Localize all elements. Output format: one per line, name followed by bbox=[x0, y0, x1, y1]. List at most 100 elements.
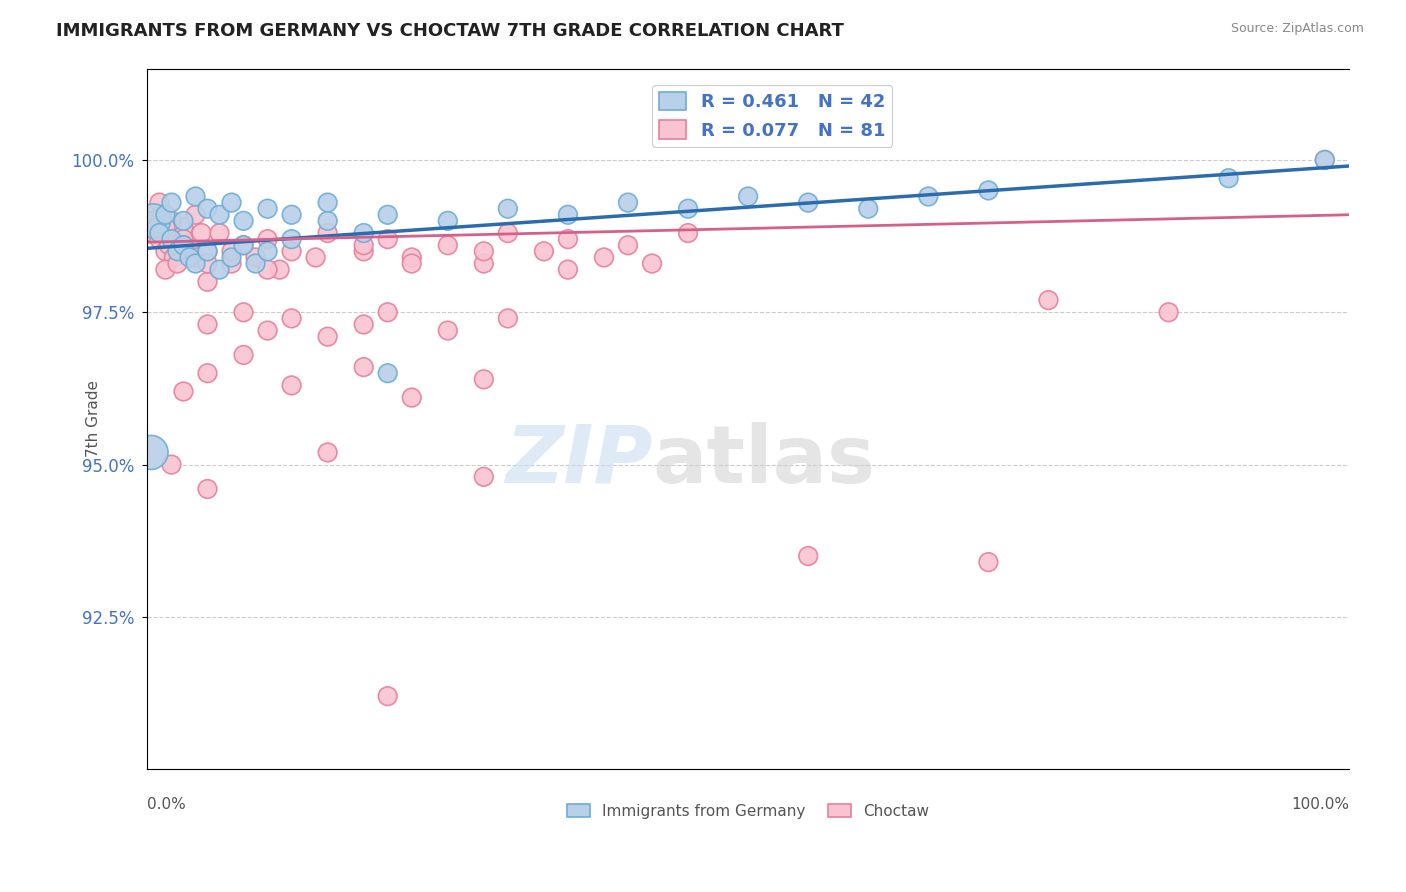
Point bbox=[245, 251, 267, 265]
Point bbox=[401, 251, 423, 265]
Point bbox=[150, 208, 173, 222]
Point bbox=[617, 195, 640, 210]
Point bbox=[316, 195, 339, 210]
Text: IMMIGRANTS FROM GERMANY VS CHOCTAW 7TH GRADE CORRELATION CHART: IMMIGRANTS FROM GERMANY VS CHOCTAW 7TH G… bbox=[56, 22, 844, 40]
Point bbox=[160, 195, 183, 210]
Point bbox=[256, 244, 278, 259]
Point bbox=[280, 208, 302, 222]
Point bbox=[617, 238, 640, 252]
Point bbox=[353, 318, 375, 332]
Point bbox=[172, 384, 194, 399]
Point bbox=[184, 256, 207, 270]
Point bbox=[316, 329, 339, 343]
Point bbox=[533, 244, 555, 259]
Point bbox=[208, 262, 231, 277]
Point bbox=[1218, 171, 1240, 186]
Point bbox=[280, 244, 302, 259]
Point bbox=[155, 262, 177, 277]
Point bbox=[160, 458, 183, 472]
Point bbox=[1313, 153, 1336, 167]
Point bbox=[160, 214, 183, 228]
Point bbox=[232, 238, 254, 252]
Point bbox=[190, 226, 212, 240]
Text: Source: ZipAtlas.com: Source: ZipAtlas.com bbox=[1230, 22, 1364, 36]
Point bbox=[170, 244, 193, 259]
Point bbox=[163, 251, 186, 265]
Point bbox=[401, 391, 423, 405]
Point bbox=[221, 251, 243, 265]
Point bbox=[377, 305, 399, 319]
Point bbox=[737, 189, 759, 203]
Text: atlas: atlas bbox=[652, 422, 875, 500]
Point bbox=[472, 470, 495, 484]
Point bbox=[377, 689, 399, 703]
Point bbox=[221, 244, 243, 259]
Point bbox=[139, 214, 162, 228]
Point bbox=[557, 262, 579, 277]
Point bbox=[472, 244, 495, 259]
Point bbox=[208, 226, 231, 240]
Point bbox=[280, 232, 302, 246]
Point bbox=[148, 226, 170, 240]
Point bbox=[179, 251, 201, 265]
Point bbox=[304, 251, 326, 265]
Point bbox=[197, 244, 219, 259]
Point bbox=[353, 238, 375, 252]
Point bbox=[377, 232, 399, 246]
Point bbox=[280, 378, 302, 392]
Point bbox=[197, 202, 219, 216]
Point bbox=[496, 202, 519, 216]
Point bbox=[269, 262, 291, 277]
Point bbox=[353, 226, 375, 240]
Point bbox=[172, 238, 194, 252]
Point bbox=[197, 244, 219, 259]
Point bbox=[142, 226, 165, 240]
Point bbox=[197, 366, 219, 380]
Point bbox=[232, 348, 254, 362]
Point bbox=[557, 232, 579, 246]
Point bbox=[256, 232, 278, 246]
Point bbox=[166, 244, 188, 259]
Point bbox=[977, 183, 1000, 197]
Point bbox=[1313, 153, 1336, 167]
Text: 7th Grade: 7th Grade bbox=[86, 380, 101, 458]
Point bbox=[472, 256, 495, 270]
Point bbox=[472, 372, 495, 386]
Point bbox=[280, 311, 302, 326]
Point bbox=[316, 445, 339, 459]
Point bbox=[184, 251, 207, 265]
Point bbox=[157, 238, 180, 252]
Point bbox=[172, 238, 194, 252]
Text: ZIP: ZIP bbox=[505, 422, 652, 500]
Point bbox=[256, 202, 278, 216]
Point bbox=[496, 311, 519, 326]
Point bbox=[496, 226, 519, 240]
Point bbox=[1038, 293, 1060, 307]
Point bbox=[142, 214, 165, 228]
Point bbox=[316, 226, 339, 240]
Point bbox=[232, 214, 254, 228]
Point bbox=[146, 219, 169, 234]
Point bbox=[155, 244, 177, 259]
Point bbox=[208, 208, 231, 222]
Point bbox=[353, 244, 375, 259]
Point bbox=[436, 238, 458, 252]
Point bbox=[221, 256, 243, 270]
Point bbox=[1157, 305, 1180, 319]
Point bbox=[676, 226, 699, 240]
Point bbox=[377, 366, 399, 380]
Point bbox=[166, 232, 188, 246]
Point bbox=[166, 256, 188, 270]
Point bbox=[858, 202, 880, 216]
Text: 0.0%: 0.0% bbox=[148, 797, 186, 813]
Point bbox=[172, 232, 194, 246]
Point bbox=[436, 324, 458, 338]
Point bbox=[221, 195, 243, 210]
Legend: Immigrants from Germany, Choctaw: Immigrants from Germany, Choctaw bbox=[561, 797, 935, 825]
Point bbox=[172, 219, 194, 234]
Point bbox=[377, 208, 399, 222]
Point bbox=[160, 232, 183, 246]
Point bbox=[232, 305, 254, 319]
Point bbox=[155, 208, 177, 222]
Point bbox=[797, 549, 820, 563]
